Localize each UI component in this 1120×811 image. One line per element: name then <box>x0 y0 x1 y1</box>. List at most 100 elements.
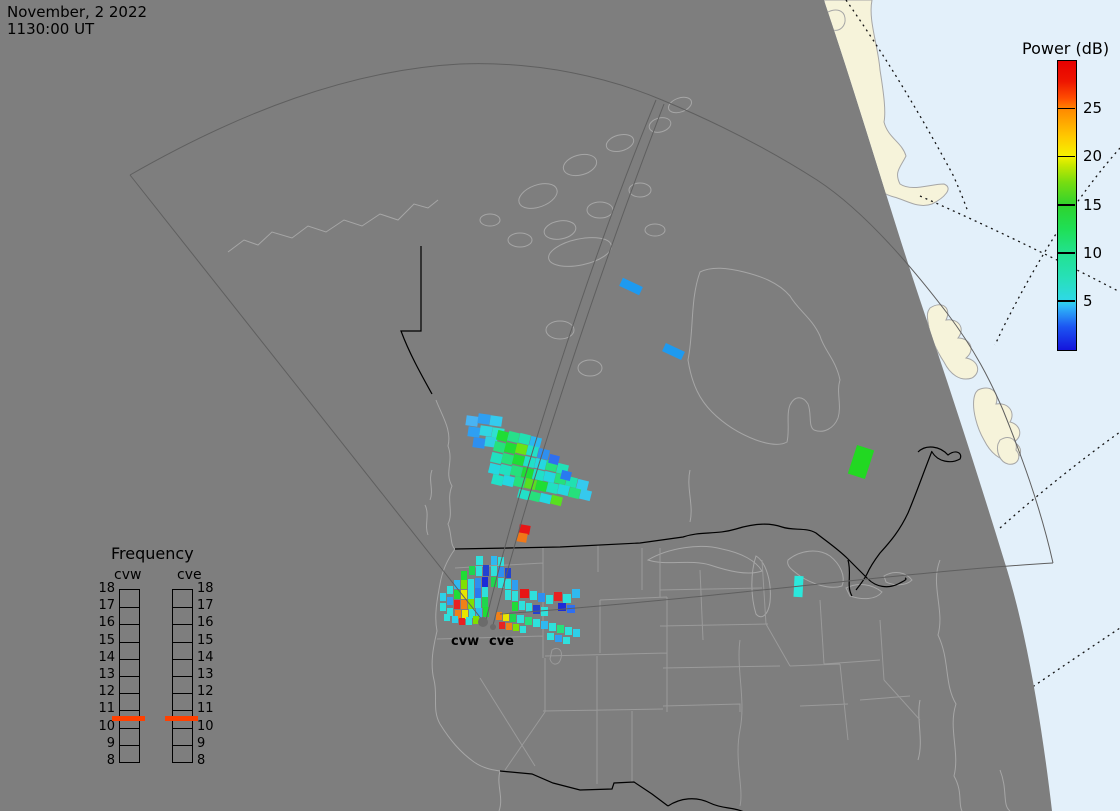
colorbar-tick-label: 15 <box>1083 195 1103 214</box>
frequency-tick-label: 14 <box>98 649 115 665</box>
frequency-ladder-rung <box>173 658 192 660</box>
scatter-cell <box>476 556 483 565</box>
scatter-cell <box>482 577 488 588</box>
colorbar-divider <box>1057 204 1075 206</box>
coastlines <box>227 199 1011 811</box>
radar-label-cvw: cvw <box>451 634 480 649</box>
scatter-cell <box>565 627 572 635</box>
frequency-tick-label: 10 <box>197 718 214 734</box>
radar-label-cve: cve <box>489 634 514 649</box>
frequency-ladder-rung <box>120 693 139 695</box>
scatter-cell <box>513 624 519 631</box>
scatter-cell <box>520 589 529 598</box>
frequency-ladder-rung <box>173 641 192 643</box>
frequency-ladder-rung <box>120 710 139 712</box>
frequency-ladder-rung <box>120 607 139 609</box>
scatter-cell <box>563 637 570 644</box>
frequency-tick-label: 17 <box>98 598 115 614</box>
scatter-cell <box>447 608 453 616</box>
scatter-cell <box>563 594 571 603</box>
frequency-ladder-rung <box>173 693 192 695</box>
scatter-cell <box>483 607 489 617</box>
scatter-cell <box>541 607 548 616</box>
scatter-cell <box>519 601 525 610</box>
frequency-ladder-rung <box>173 624 192 626</box>
frequency-tick-label: 13 <box>197 667 214 682</box>
scatter-cell <box>469 609 475 618</box>
frequency-tick-label: 9 <box>197 735 206 751</box>
scatter-cell <box>491 566 497 576</box>
scatter-cell <box>538 593 545 602</box>
frequency-ladder-rung <box>173 607 192 609</box>
scatter-cell <box>554 592 562 601</box>
scatter-cell <box>444 614 450 621</box>
baffin-landmass-north <box>926 304 979 380</box>
scatter-cell <box>462 610 468 619</box>
colorbar-divider <box>1057 252 1075 254</box>
colorbar-tick-label: 25 <box>1083 99 1103 118</box>
scatter-cell <box>452 616 458 623</box>
scatter-cell <box>454 590 460 599</box>
scatter-cell <box>447 586 453 594</box>
scatter-cell <box>475 578 481 589</box>
frequency-tick-label: 16 <box>98 615 115 631</box>
time-label: 1130:00 UT <box>7 20 95 38</box>
frequency-ladder-rung <box>120 744 139 746</box>
scatter-cell <box>533 605 540 614</box>
scatter-cell <box>503 613 509 621</box>
scatter-cell <box>510 614 516 622</box>
scatter-cell <box>440 603 446 611</box>
frequency-ladder-rung <box>173 727 192 729</box>
scatter-cell <box>476 608 482 618</box>
scatter-cell <box>549 623 556 631</box>
colorbar-title: Power (dB) <box>1022 39 1110 58</box>
scatter-cell <box>461 590 467 599</box>
scatter-cell <box>483 565 489 576</box>
frequency-ladder-rung <box>120 727 139 729</box>
colorbar-tick-label: 10 <box>1083 243 1103 262</box>
frequency-ladder-rung <box>173 676 192 677</box>
scatter-cell <box>491 556 497 565</box>
scatter-cell <box>567 605 575 613</box>
frequency-tick-label: 12 <box>197 684 214 700</box>
scatter-cell <box>454 600 460 609</box>
scatter-cell <box>530 591 537 600</box>
frequency-tick-label: 15 <box>98 632 115 648</box>
scatter-cell <box>572 589 580 598</box>
scatter-cell <box>475 598 481 608</box>
scatter-cell <box>498 567 504 577</box>
frequency-ladder-rung <box>173 744 192 746</box>
frequency-tick-label: 11 <box>98 701 115 717</box>
radar-dot-cve <box>490 624 496 630</box>
scatter-cell <box>461 571 467 580</box>
frequency-ladder-cve <box>172 589 193 763</box>
radar-dot-cvw <box>478 617 488 627</box>
date-label: November, 2 2022 <box>7 3 148 21</box>
scatter-cell <box>499 622 505 629</box>
frequency-ladder-rung <box>120 676 139 677</box>
frequency-ladder-rung <box>120 658 139 660</box>
scatter-cell <box>558 603 566 611</box>
scatter-cell <box>461 580 467 589</box>
frequency-tick-label: 18 <box>98 581 115 596</box>
scatter-cell <box>455 610 461 619</box>
scatter-cell <box>461 600 467 609</box>
scatter-cell <box>546 595 553 604</box>
scatter-cell <box>468 599 474 609</box>
great-salt-lake <box>549 647 562 665</box>
colorbar-tick-label: 5 <box>1083 291 1093 310</box>
scatter-cell <box>512 591 518 601</box>
frequency-column-cvw: cvw <box>114 567 142 583</box>
frequency-ladder-cvw <box>119 589 140 763</box>
scatter-cell <box>506 623 512 630</box>
great-lakes <box>646 546 913 618</box>
scatter-cell <box>468 579 474 589</box>
colorbar-divider <box>1057 155 1075 158</box>
scatter-cell <box>533 619 540 627</box>
scatter-cell <box>541 621 548 629</box>
scatter-cell <box>469 566 475 575</box>
frequency-tick-label: 15 <box>197 632 214 648</box>
frequency-ladder-rung <box>120 624 139 626</box>
